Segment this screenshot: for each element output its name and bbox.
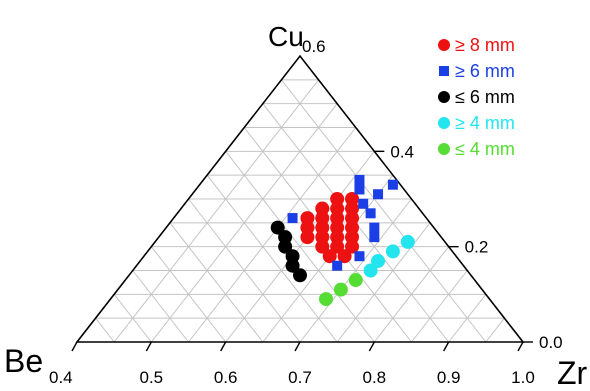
vertex-label-left: Be [4, 343, 43, 379]
tick-label-bottom: 0.6 [214, 368, 238, 387]
grid-line [113, 79, 319, 343]
tick-mark-bottom [443, 341, 450, 352]
data-point [369, 222, 380, 233]
grid-line [113, 294, 152, 343]
data-point [354, 251, 365, 262]
tick-label-right: 0.4 [390, 142, 414, 161]
grid-line [485, 317, 505, 343]
data-point [332, 260, 343, 271]
corner-value-left: 0.4 [49, 368, 73, 387]
legend-marker [439, 66, 449, 76]
legend-marker [438, 39, 450, 51]
legend: ≥ 8 mm ≥ 6 mm ≤ 6 mm ≥ 4 mm ≤ 4 mm [438, 35, 515, 159]
data-point [369, 232, 380, 243]
tick-label-bottom: 1.0 [511, 368, 535, 387]
legend-label: ≥ 8 mm [455, 35, 515, 55]
grid-line [188, 198, 301, 343]
tick-mark-bottom [294, 341, 301, 352]
data-point [400, 234, 415, 249]
grid-line [225, 151, 375, 343]
vertex-label-top: Cu [268, 21, 304, 52]
legend-label: ≤ 6 mm [455, 87, 515, 107]
data-point [333, 282, 348, 297]
grid-line [95, 317, 115, 343]
tick-mark-bottom [368, 341, 375, 352]
data-point [330, 239, 345, 254]
data-point [348, 273, 363, 288]
data-point [270, 220, 285, 235]
data-point [371, 253, 386, 268]
legend-marker [438, 91, 450, 103]
tick-mark-bottom [517, 341, 524, 352]
data-point [287, 213, 298, 224]
data-point [285, 258, 300, 273]
legend-label: ≥ 6 mm [455, 61, 515, 81]
legend-label: ≤ 4 mm [455, 139, 515, 159]
tick-label-right: 0.2 [465, 238, 489, 257]
axis-ticks: 0.5 0.6 0.7 0.8 0.9 1.00.0 0.2 0.4 [71, 142, 563, 387]
tick-label-bottom: 0.9 [437, 368, 461, 387]
data-point [293, 268, 307, 283]
data-points [270, 174, 415, 307]
data-point [387, 179, 398, 190]
data-point [337, 249, 352, 264]
data-point [345, 239, 360, 254]
data-point [315, 239, 330, 254]
data-point [354, 174, 365, 185]
tick-mark-bottom [71, 341, 78, 352]
data-point [300, 230, 315, 245]
data-point [358, 198, 369, 209]
tick-mark-bottom [145, 341, 152, 352]
tick-label-bottom: 0.8 [363, 368, 387, 387]
grid-line [411, 270, 468, 343]
data-point [373, 189, 384, 200]
data-point [354, 184, 365, 195]
legend-label: ≥ 4 mm [455, 113, 515, 133]
tick-label-bottom: 0.5 [140, 368, 164, 387]
grid-line [206, 174, 338, 343]
grid-line [169, 222, 264, 343]
data-point [363, 263, 378, 278]
corner-value-top: 0.6 [302, 37, 326, 56]
tick-label-right: 0.0 [539, 333, 563, 352]
grid-line [188, 127, 357, 343]
grid-line [132, 270, 189, 343]
tick-mark-bottom [220, 341, 227, 352]
vertex-label-right: Zr [557, 355, 588, 391]
data-point [385, 244, 400, 259]
data-point [365, 208, 376, 219]
legend-marker [438, 117, 450, 129]
grid-line [281, 79, 487, 343]
tick-label-bottom: 0.7 [288, 368, 312, 387]
data-point [322, 249, 337, 264]
grid-line [150, 246, 227, 343]
data-point [278, 239, 293, 254]
data-point [319, 292, 334, 307]
legend-marker [438, 143, 450, 155]
